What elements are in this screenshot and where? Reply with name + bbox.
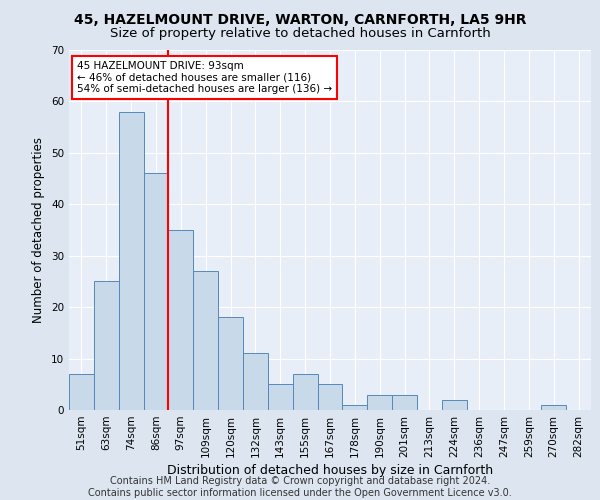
Bar bbox=[143, 174, 169, 410]
Bar bbox=[243, 354, 268, 410]
Text: 45, HAZELMOUNT DRIVE, WARTON, CARNFORTH, LA5 9HR: 45, HAZELMOUNT DRIVE, WARTON, CARNFORTH,… bbox=[74, 12, 526, 26]
Bar bbox=[169, 230, 193, 410]
X-axis label: Distribution of detached houses by size in Carnforth: Distribution of detached houses by size … bbox=[167, 464, 493, 477]
Bar bbox=[268, 384, 293, 410]
Bar bbox=[541, 405, 566, 410]
Text: 45 HAZELMOUNT DRIVE: 93sqm
← 46% of detached houses are smaller (116)
54% of sem: 45 HAZELMOUNT DRIVE: 93sqm ← 46% of deta… bbox=[77, 61, 332, 94]
Bar bbox=[119, 112, 143, 410]
Bar bbox=[69, 374, 94, 410]
Bar bbox=[317, 384, 343, 410]
Y-axis label: Number of detached properties: Number of detached properties bbox=[32, 137, 46, 323]
Bar bbox=[392, 394, 417, 410]
Bar bbox=[343, 405, 367, 410]
Bar bbox=[193, 271, 218, 410]
Bar bbox=[293, 374, 317, 410]
Bar bbox=[218, 318, 243, 410]
Text: Contains HM Land Registry data © Crown copyright and database right 2024.
Contai: Contains HM Land Registry data © Crown c… bbox=[88, 476, 512, 498]
Bar bbox=[367, 394, 392, 410]
Text: Size of property relative to detached houses in Carnforth: Size of property relative to detached ho… bbox=[110, 28, 490, 40]
Bar bbox=[94, 282, 119, 410]
Bar bbox=[442, 400, 467, 410]
